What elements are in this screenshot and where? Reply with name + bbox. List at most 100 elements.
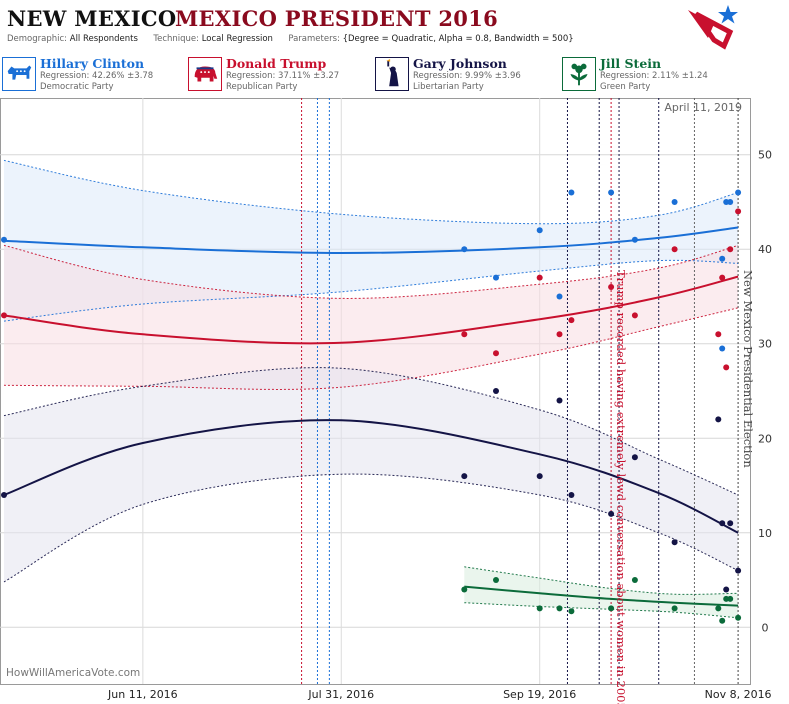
technique-value: Local Regression xyxy=(201,34,273,44)
poll-point xyxy=(1,492,7,498)
poll-point xyxy=(723,586,730,593)
chart-header: NEW MEXICO MEXICO PRESIDENT 2016 Demogra… xyxy=(0,0,789,100)
poll-point xyxy=(715,331,722,338)
demographic-label: Demographic: xyxy=(7,34,68,44)
elephant-icon xyxy=(188,57,222,91)
event-label: New Mexico Presidential Election xyxy=(741,270,755,468)
confidence-band xyxy=(4,367,739,582)
candidate-card-stein: Jill Stein Regression: 2.11% ±1.24 Green… xyxy=(562,56,748,94)
x-tick-label: Jul 31, 2016 xyxy=(307,688,374,701)
y-tick-label: 40 xyxy=(758,243,772,256)
trend-line xyxy=(3,419,739,534)
poll-point xyxy=(727,520,734,527)
parameters-label: Parameters: xyxy=(288,34,340,44)
poll-point xyxy=(568,492,575,498)
poll-point xyxy=(461,331,468,338)
trend-line xyxy=(464,585,739,607)
event-lines xyxy=(301,98,739,684)
poll-point xyxy=(608,510,615,517)
poll-point xyxy=(727,199,734,205)
candidate-card-clinton: Hillary Clinton Regression: 42.26% ±3.78… xyxy=(2,56,188,94)
candidate-regression: Regression: 42.26% ±3.78 xyxy=(40,71,154,81)
poll-point xyxy=(1,236,7,243)
regression-chart: 0 10 20 30 40 50 Jun 11, 2016 Jul 31, 2016 Sep 1… xyxy=(0,98,772,704)
poll-point xyxy=(727,595,734,602)
poll-point xyxy=(608,605,615,612)
candidate-party: Green Party xyxy=(600,82,651,92)
candidate-party: Democratic Party xyxy=(40,82,114,92)
y-tick-label: 20 xyxy=(758,432,772,445)
poll-point xyxy=(608,284,615,290)
poll-point xyxy=(719,617,726,624)
poll-point xyxy=(735,567,742,574)
poll-point xyxy=(631,577,638,583)
trend-line xyxy=(3,275,739,345)
poll-point xyxy=(493,388,499,394)
poll-point xyxy=(631,454,638,461)
poll-point xyxy=(715,605,722,612)
technique-label: Technique: xyxy=(153,34,200,44)
poll-point xyxy=(568,608,575,615)
poll-point xyxy=(1,312,7,319)
race-title: MEXICO PRESIDENT 2016 xyxy=(175,6,499,31)
candidate-name: Jill Stein xyxy=(600,56,662,71)
poll-point xyxy=(568,317,575,324)
poll-point xyxy=(715,416,722,423)
candidate-card-johnson: Gary Johnson Regression: 9.99% ±3.96 Lib… xyxy=(375,56,561,94)
upper-bound-line xyxy=(3,159,739,225)
candidate-regression: Regression: 2.11% ±1.24 xyxy=(600,71,708,81)
upper-bound-line xyxy=(464,566,739,595)
poll-point xyxy=(671,199,678,205)
poll-point xyxy=(719,345,726,352)
poll-point xyxy=(493,577,499,583)
candidate-name: Hillary Clinton xyxy=(40,56,145,71)
x-tick-label: Jun 11, 2016 xyxy=(107,688,178,701)
y-tick-label: 30 xyxy=(758,338,772,351)
x-tick-label: Sep 19, 2016 xyxy=(503,688,576,701)
confidence-band xyxy=(464,566,739,618)
donkey-icon xyxy=(2,57,36,91)
poll-point xyxy=(631,236,638,243)
poll-point xyxy=(493,274,499,281)
lower-bound-line xyxy=(3,473,739,583)
poll-point xyxy=(671,605,678,612)
y-tick-label: 10 xyxy=(758,527,772,540)
x-tick-label: Nov 8, 2016 xyxy=(705,688,772,701)
poll-point xyxy=(536,605,543,612)
poll-point xyxy=(536,473,543,480)
poll-point xyxy=(461,473,468,480)
flower-icon xyxy=(562,57,596,91)
poll-point xyxy=(608,189,615,196)
upper-bound-line xyxy=(3,367,739,496)
candidate-name: Donald Trump xyxy=(226,56,327,71)
event-label: Trump recorded having extremely lewd con… xyxy=(614,270,628,704)
poll-points xyxy=(1,189,742,624)
poll-point xyxy=(536,227,543,234)
poll-point xyxy=(723,364,730,371)
confidence-band xyxy=(4,160,739,322)
chart-labels: 0 10 20 30 40 50 Jun 11, 2016 Jul 31, 2016 Sep 1… xyxy=(6,101,772,704)
poll-point xyxy=(719,274,726,281)
poll-point xyxy=(536,274,543,281)
confidence-bands xyxy=(4,160,739,618)
poll-point xyxy=(735,189,742,196)
poll-point xyxy=(735,208,742,215)
poll-point xyxy=(493,350,499,357)
candidate-card-trump: Donald Trump Regression: 37.11% ±3.27 Re… xyxy=(188,56,374,94)
lower-bound-line xyxy=(3,307,739,390)
confidence-band xyxy=(4,245,739,390)
candidate-regression: Regression: 37.11% ±3.27 xyxy=(226,71,340,81)
poll-point xyxy=(556,397,563,404)
band-bounds xyxy=(3,159,739,619)
demographic-value: All Respondents xyxy=(69,34,138,44)
poll-point xyxy=(671,246,678,253)
poll-point xyxy=(631,312,638,319)
candidate-party: Republican Party xyxy=(226,82,298,92)
watermark: HowWillAmericaVote.com xyxy=(6,667,140,679)
poll-point xyxy=(719,520,726,527)
poll-point xyxy=(556,331,563,338)
candidate-regression: Regression: 9.99% ±3.96 xyxy=(413,71,521,81)
poll-point xyxy=(719,255,726,262)
poll-point xyxy=(461,586,468,593)
poll-point xyxy=(727,246,734,253)
